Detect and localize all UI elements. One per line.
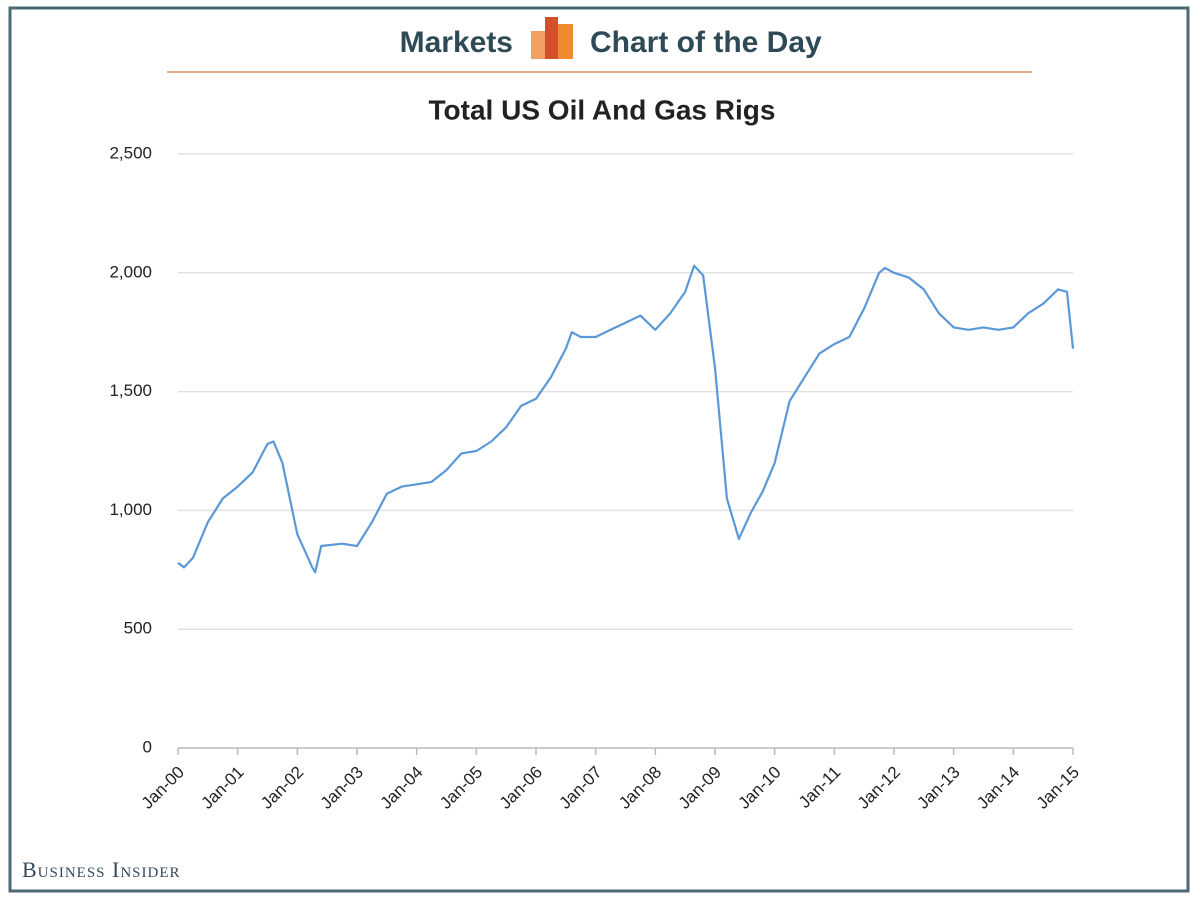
x-tick-label: Jan-02	[257, 763, 307, 813]
x-tick-label: Jan-07	[555, 763, 605, 813]
header-right: Chart of the Day	[590, 26, 822, 59]
x-tick-label: Jan-01	[197, 763, 247, 813]
x-tick-label: Jan-11	[795, 763, 844, 812]
x-tick-label: Jan-10	[734, 763, 784, 813]
x-tick-label: Jan-13	[913, 763, 963, 813]
frame	[8, 6, 1190, 893]
y-tick-label: 2,500	[109, 143, 152, 162]
line	[177, 264, 1075, 574]
logo	[531, 17, 573, 59]
y-tick-label: 1,500	[109, 381, 152, 400]
y-tick-label: 0	[143, 737, 152, 756]
x-tick-label: Jan-15	[1033, 763, 1083, 813]
x-tick-label: Jan-04	[376, 763, 426, 813]
y-tick-label: 500	[124, 619, 152, 638]
x-tick-label: Jan-06	[496, 763, 546, 813]
x-tick-label: Jan-00	[138, 763, 188, 813]
header-left: Markets	[400, 26, 513, 59]
x-tick-label: Jan-08	[615, 763, 665, 813]
x-tick-label: Jan-05	[436, 763, 486, 813]
y-tick-label: 2,000	[109, 262, 152, 281]
x-tick-label: Jan-12	[854, 763, 904, 813]
x-tick-label: Jan-14	[973, 763, 1023, 813]
chart-title: Total US Oil And Gas Rigs	[429, 94, 776, 125]
y-tick-label: 1,000	[109, 500, 152, 519]
x-tick-label: Jan-03	[317, 763, 367, 813]
x-tick-label: Jan-09	[675, 763, 725, 813]
footer: Business Insider	[22, 857, 181, 882]
